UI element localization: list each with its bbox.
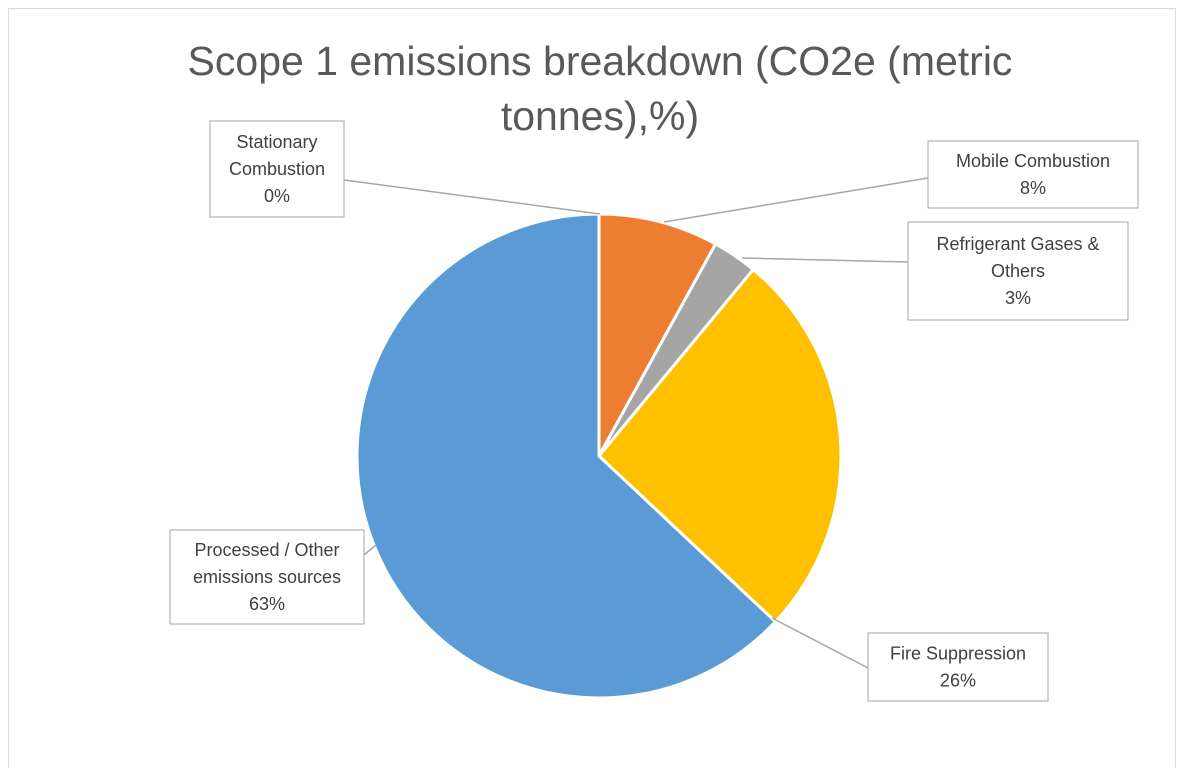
leader-line <box>741 257 909 263</box>
data-label-category: Processed / Other <box>194 540 339 560</box>
data-label-box <box>209 120 345 218</box>
data-label-category: Fire Suppression <box>890 644 1026 664</box>
data-label-percent: 0% <box>264 186 290 206</box>
data-label-percent: 63% <box>249 594 285 614</box>
pie-slice <box>596 267 843 624</box>
data-label-percent: 3% <box>1005 288 1031 308</box>
data-label-box <box>867 632 1049 702</box>
data-label-category: Combustion <box>229 159 325 179</box>
data-label-category: Stationary <box>236 132 317 152</box>
leader-line <box>663 177 929 223</box>
chart-title: Scope 1 emissions breakdown (CO2e (metri… <box>150 34 1050 144</box>
data-label-percent: 26% <box>940 671 976 691</box>
data-label-category: Others <box>991 261 1045 281</box>
data-label-box <box>169 529 365 625</box>
data-label-category: Mobile Combustion <box>956 151 1110 171</box>
data-label-percent: 8% <box>1020 178 1046 198</box>
chart-title-line-1: Scope 1 emissions breakdown (CO2e (metri… <box>187 38 1013 84</box>
data-label-box <box>927 140 1139 209</box>
data-label-category: Refrigerant Gases & <box>936 234 1099 254</box>
data-label-category: emissions sources <box>193 567 341 587</box>
chart-title-line-2: tonnes),%) <box>500 93 700 139</box>
leader-line <box>363 544 377 556</box>
data-label-box <box>907 221 1129 321</box>
pie-slice <box>355 212 778 700</box>
leader-line <box>343 179 601 215</box>
pie-slice <box>597 212 718 457</box>
leader-line <box>771 617 869 669</box>
